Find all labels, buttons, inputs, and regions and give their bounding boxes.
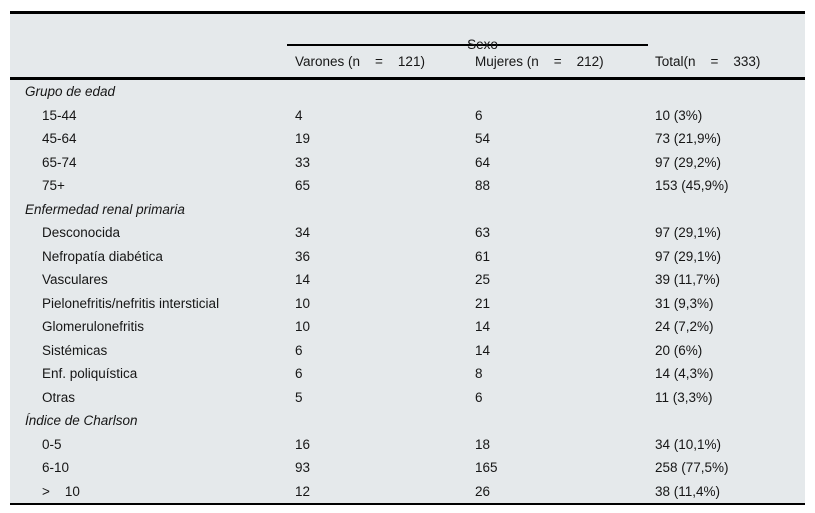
table-row: Vasculares 14 25 39 (11,7%) (10, 268, 805, 292)
total-value: 39 (11,7%) (655, 272, 721, 288)
total-value: 20 (6%) (655, 342, 703, 358)
table-row: 15-44 4 6 10 (3%) (10, 104, 805, 128)
section-label: Índice de Charlson (25, 413, 138, 429)
column-header-mujeres: Mujeres (n = 212) (475, 54, 604, 69)
total-value: 73 (21,9%) (655, 131, 722, 147)
mujeres-value: 8 (475, 366, 483, 382)
total-value: 38 (11,4%) (655, 483, 721, 499)
column-header-varones: Varones (n = 121) (295, 54, 425, 69)
row-label: 75+ (42, 178, 65, 194)
row-label: Vasculares (42, 272, 108, 288)
mujeres-value: 6 (475, 389, 483, 405)
row-label: 15-44 (42, 107, 77, 123)
varones-value: 12 (295, 483, 311, 499)
total-value: 14 (4,3%) (655, 366, 714, 382)
table-row: > 10 12 26 38 (11,4%) (10, 480, 805, 504)
row-label: Enf. poliquística (42, 366, 138, 382)
column-group-header-sexo: Sexo (287, 14, 648, 52)
table-row: 45-64 19 54 73 (21,9%) (10, 127, 805, 151)
total-value: 97 (29,1%) (655, 248, 722, 264)
varones-value: 6 (295, 366, 303, 382)
table-row: Desconocida 34 63 97 (29,1%) (10, 221, 805, 245)
varones-value: 6 (295, 342, 303, 358)
mujeres-value: 14 (475, 319, 491, 335)
row-label: 0-5 (42, 436, 62, 452)
varones-value: 14 (295, 272, 311, 288)
table-row: Sistémicas 6 14 20 (6%) (10, 339, 805, 363)
total-value: 10 (3%) (655, 107, 703, 123)
table-row: 65-74 33 64 97 (29,2%) (10, 151, 805, 175)
mujeres-value: 14 (475, 342, 491, 358)
varones-value: 65 (295, 178, 311, 194)
column-header-total: Total(n = 333) (655, 54, 761, 69)
varones-value: 4 (295, 107, 303, 123)
section-header-row: Índice de Charlson (10, 409, 805, 433)
table-row: Otras 5 6 11 (3,3%) (10, 386, 805, 410)
total-value: 97 (29,2%) (655, 154, 722, 170)
row-label: Pielonefritis/nefritis intersticial (42, 295, 220, 311)
row-label: Sistémicas (42, 342, 108, 358)
table-body: Grupo de edad 15-44 4 6 10 (3%) 45-64 19 54 73 (… (10, 80, 805, 503)
varones-value: 33 (295, 154, 311, 170)
row-label: Otras (42, 389, 76, 405)
demographics-table: Sexo Varones (n = 121) Mujeres (n = 212)… (10, 11, 805, 505)
mujeres-value: 64 (475, 154, 491, 170)
table-row: 6-10 93 165 258 (77,5%) (10, 456, 805, 480)
mujeres-value: 63 (475, 225, 491, 241)
varones-value: 93 (295, 460, 311, 476)
section-label: Enfermedad renal primaria (25, 201, 185, 217)
row-label: > 10 (42, 483, 80, 499)
total-value: 11 (3,3%) (655, 389, 713, 405)
table-row: 0-5 16 18 34 (10,1%) (10, 433, 805, 457)
varones-value: 5 (295, 389, 303, 405)
varones-value: 10 (295, 319, 311, 335)
mujeres-value: 54 (475, 131, 491, 147)
section-header-row: Enfermedad renal primaria (10, 198, 805, 222)
table-row: Nefropatía diabética 36 61 97 (29,1%) (10, 245, 805, 269)
column-group-label: Sexo (467, 37, 498, 52)
mujeres-value: 21 (475, 295, 491, 311)
row-label: 45-64 (42, 131, 77, 147)
table-row: Pielonefritis/nefritis intersticial 10 21 3… (10, 292, 805, 316)
table-row: 75+ 65 88 153 (45,9%) (10, 174, 805, 198)
section-header-row: Grupo de edad (10, 80, 805, 104)
mujeres-value: 165 (475, 460, 498, 476)
varones-value: 10 (295, 295, 311, 311)
table-row: Enf. poliquística 6 8 14 (4,3%) (10, 362, 805, 386)
row-label: Nefropatía diabética (42, 248, 163, 264)
varones-value: 34 (295, 225, 311, 241)
table-header: Sexo Varones (n = 121) Mujeres (n = 212)… (10, 14, 805, 80)
varones-value: 36 (295, 248, 311, 264)
varones-value: 16 (295, 436, 311, 452)
total-value: 258 (77,5%) (655, 460, 729, 476)
total-value: 31 (9,3%) (655, 295, 714, 311)
mujeres-value: 61 (475, 248, 491, 264)
mujeres-value: 18 (475, 436, 491, 452)
total-value: 34 (10,1%) (655, 436, 722, 452)
mujeres-value: 88 (475, 178, 491, 194)
row-label: Glomerulonefritis (42, 319, 145, 335)
mujeres-value: 25 (475, 272, 491, 288)
row-label: 65-74 (42, 154, 77, 170)
table-row: Glomerulonefritis 10 14 24 (7,2%) (10, 315, 805, 339)
row-label: 6-10 (42, 460, 70, 476)
varones-value: 19 (295, 131, 311, 147)
row-label: Desconocida (42, 225, 121, 241)
total-value: 97 (29,1%) (655, 225, 722, 241)
mujeres-value: 6 (475, 107, 483, 123)
total-value: 24 (7,2%) (655, 319, 714, 335)
total-value: 153 (45,9%) (655, 178, 729, 194)
section-label: Grupo de edad (25, 84, 116, 100)
mujeres-value: 26 (475, 483, 491, 499)
